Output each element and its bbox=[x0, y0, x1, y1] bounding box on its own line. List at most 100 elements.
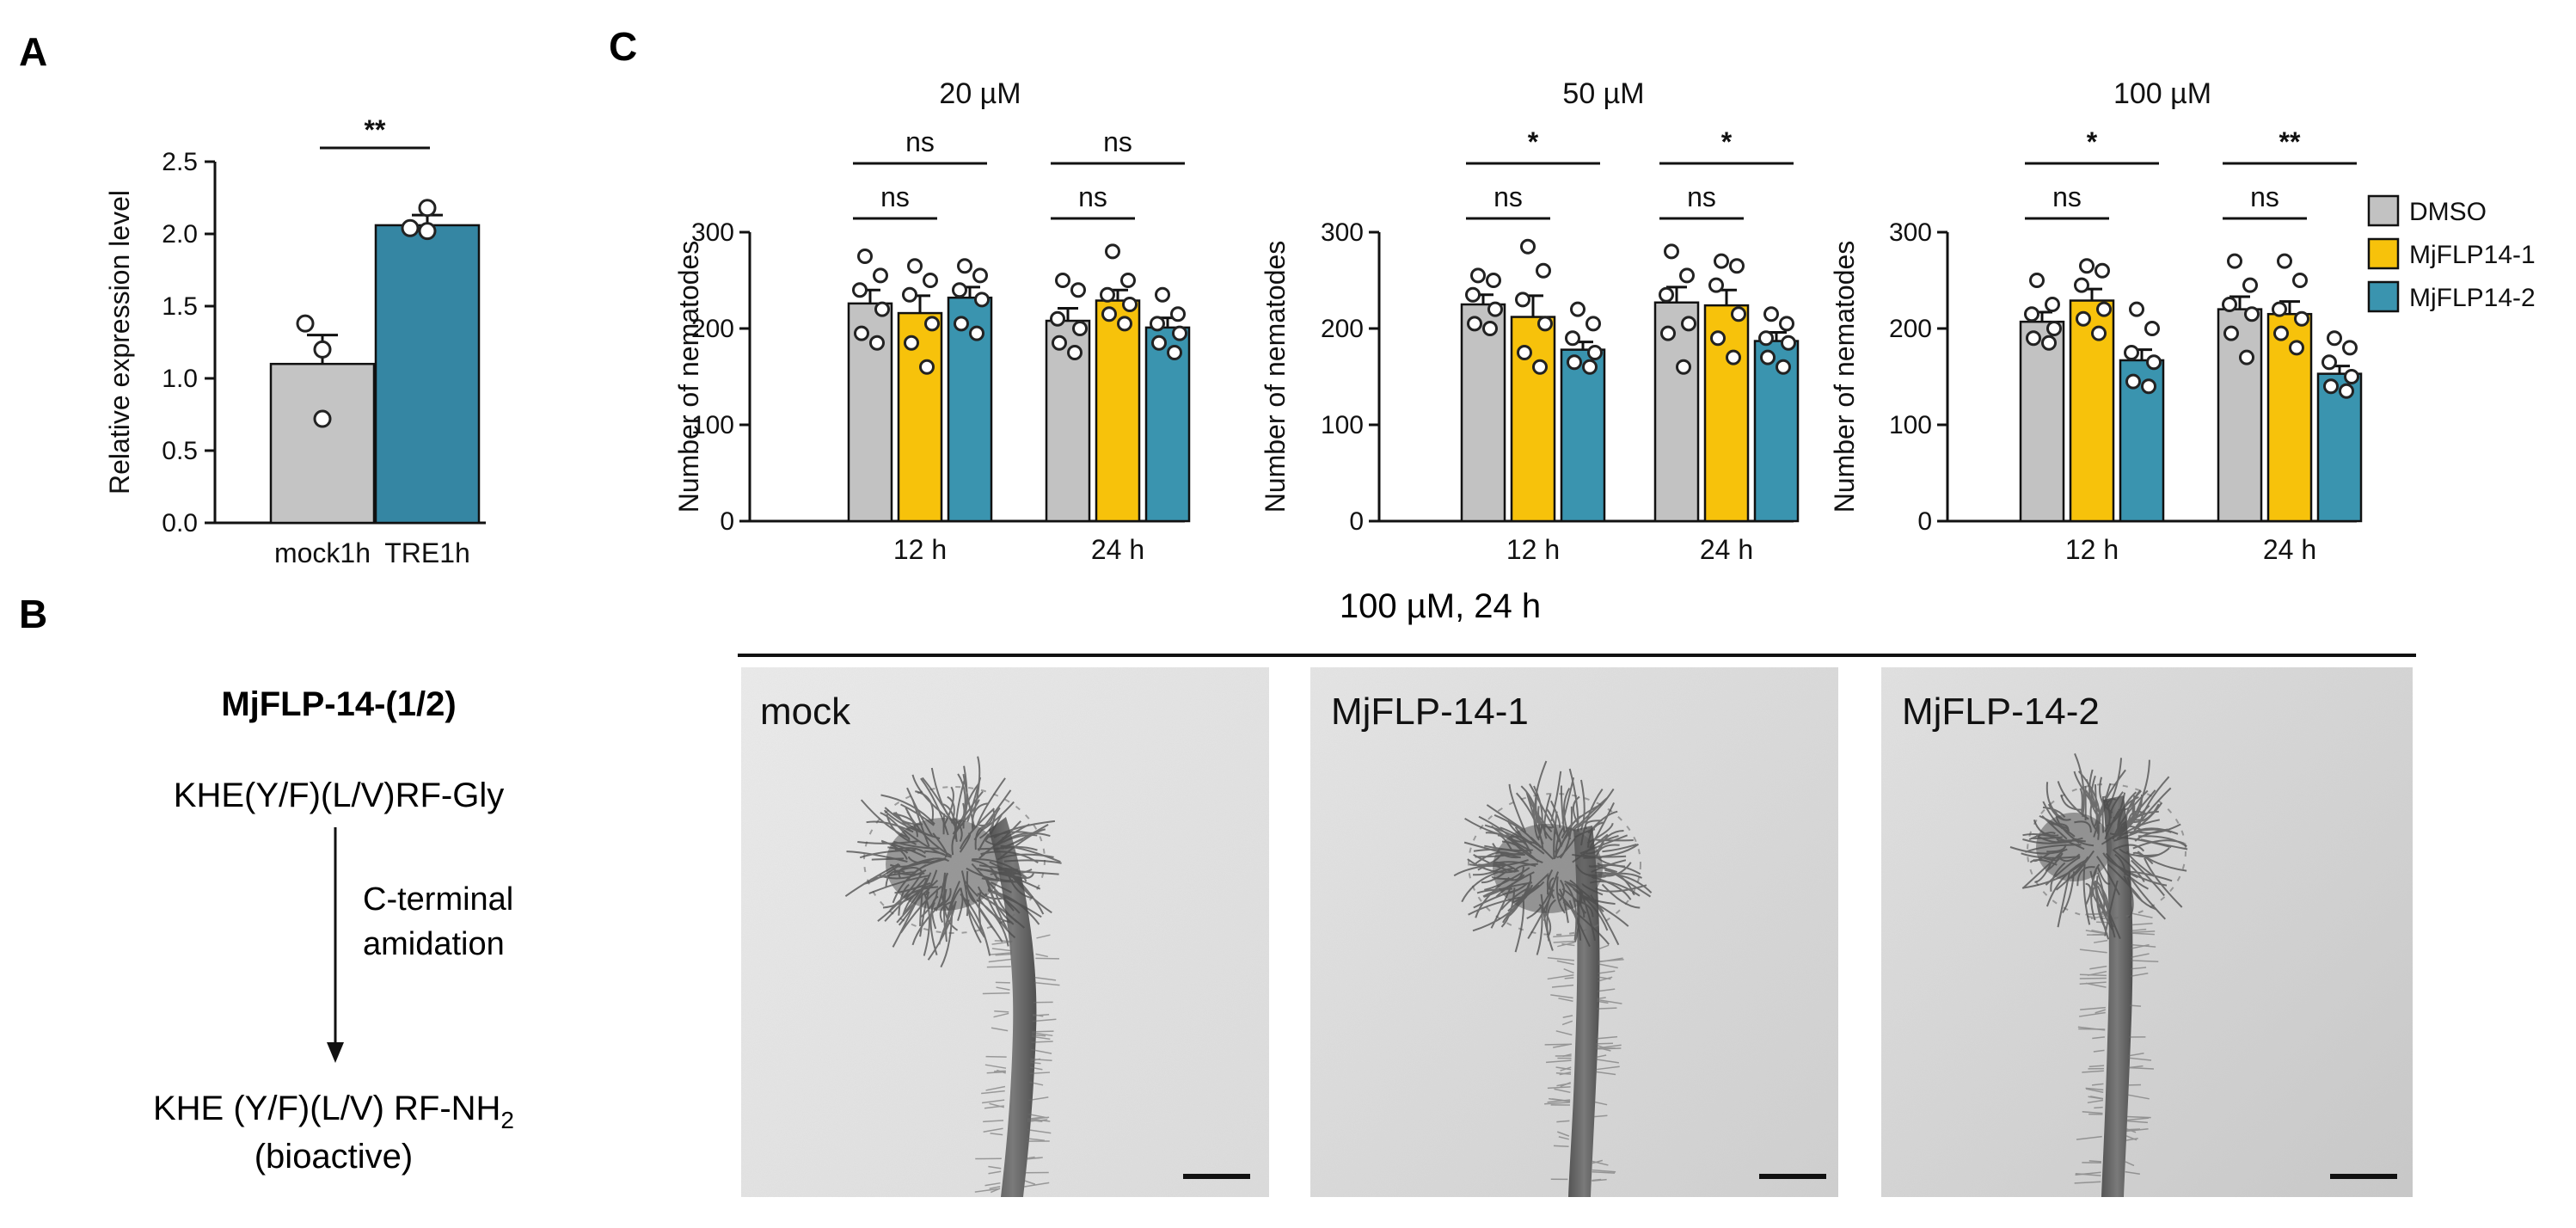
root-hair bbox=[1490, 882, 1514, 929]
y-tick-label: 0.0 bbox=[162, 509, 198, 537]
y-tick-label: 0 bbox=[720, 507, 734, 536]
root-side-hairs bbox=[2074, 912, 2159, 1184]
root-side-hair bbox=[2078, 1011, 2106, 1017]
root-hair bbox=[1520, 785, 1541, 836]
root-hair bbox=[1585, 896, 1629, 927]
y-tick-label: 300 bbox=[1889, 218, 1932, 247]
root-hair bbox=[1595, 871, 1653, 893]
root-hair bbox=[1525, 791, 1544, 845]
y-tick-label: 1.0 bbox=[162, 365, 198, 393]
root-hair bbox=[2106, 803, 2127, 827]
root-hair bbox=[899, 885, 942, 934]
data-point bbox=[1117, 316, 1132, 332]
root-hair bbox=[1000, 844, 1061, 863]
root-side-hair bbox=[991, 948, 1012, 952]
root-hair bbox=[1589, 801, 1615, 849]
root-hair bbox=[971, 863, 1015, 912]
root-side-hair bbox=[995, 981, 1010, 984]
bar bbox=[269, 362, 376, 525]
root-side-hair bbox=[2088, 1065, 2105, 1068]
data-point bbox=[1120, 273, 1136, 288]
root-side-hair bbox=[2087, 1099, 2104, 1104]
root-side-hair bbox=[985, 1085, 1006, 1091]
root-side-hair bbox=[2085, 1087, 2104, 1091]
root-side-hair bbox=[988, 1165, 1002, 1170]
root-side-hair bbox=[991, 1027, 1009, 1032]
data-point bbox=[1726, 349, 1741, 365]
root-side-hair bbox=[989, 1102, 1004, 1108]
root-hair bbox=[2119, 819, 2144, 828]
root-side-hair bbox=[2079, 949, 2107, 954]
data-point bbox=[2289, 340, 2304, 356]
root-hair bbox=[2042, 806, 2066, 818]
data-point bbox=[1070, 282, 1086, 298]
root-hair bbox=[977, 893, 1026, 929]
root-hair bbox=[2140, 838, 2188, 850]
root-hair bbox=[992, 870, 1014, 882]
root-hair bbox=[2074, 820, 2092, 833]
root-hair bbox=[2113, 828, 2144, 842]
root-hair bbox=[2113, 844, 2145, 852]
root-side-hair bbox=[2125, 1170, 2140, 1175]
data-point bbox=[1714, 253, 1729, 269]
reaction-arrow-head bbox=[327, 1042, 344, 1063]
root-hair bbox=[2093, 783, 2112, 838]
root-mock bbox=[989, 817, 1037, 1197]
root-side-hair bbox=[2131, 930, 2156, 934]
root-side-hair bbox=[1553, 934, 1575, 938]
root-hair bbox=[1476, 887, 1513, 894]
data-point bbox=[2342, 340, 2358, 356]
root-hair bbox=[962, 782, 980, 829]
x-tick-label: 24 h bbox=[1091, 534, 1144, 565]
root-hair bbox=[2028, 832, 2056, 841]
root-hair bbox=[886, 814, 917, 845]
data-point bbox=[1486, 273, 1501, 288]
root-side-hair bbox=[1029, 1071, 1051, 1075]
root-hair bbox=[1520, 839, 1542, 849]
root-side-hair bbox=[2080, 1006, 2106, 1010]
root-hair bbox=[1579, 834, 1628, 855]
root-side-hair bbox=[1034, 976, 1057, 981]
precursor-sequence: KHE(Y/F)(L/V)RF-Gly bbox=[174, 777, 504, 814]
root-hair bbox=[884, 877, 927, 922]
root-hair bbox=[2132, 851, 2154, 865]
root-side-hair bbox=[991, 941, 1013, 945]
root-hair bbox=[2121, 812, 2137, 832]
root-hair bbox=[1558, 888, 1569, 924]
y-axis-label: Number of nematodes bbox=[673, 241, 704, 513]
root-side-hair bbox=[2131, 953, 2150, 958]
root-hair bbox=[984, 893, 1016, 939]
root-hair bbox=[1553, 811, 1558, 860]
root-side-hair bbox=[1028, 1096, 1049, 1102]
root-hair bbox=[1541, 820, 1553, 841]
root-hair bbox=[2090, 869, 2097, 921]
data-point bbox=[2095, 262, 2110, 279]
root-hair bbox=[871, 857, 905, 861]
root-hair bbox=[1585, 820, 1603, 830]
root-hair bbox=[939, 900, 953, 924]
root-side-hair bbox=[2093, 939, 2108, 943]
root-hair bbox=[1536, 905, 1543, 955]
root-hair bbox=[978, 823, 1030, 860]
root-side-hair bbox=[1596, 1042, 1613, 1045]
root-hair bbox=[960, 870, 969, 917]
root-hair bbox=[1007, 869, 1045, 915]
root-hair bbox=[880, 812, 911, 841]
root-side-hair bbox=[988, 1170, 1002, 1175]
root-hair bbox=[2103, 795, 2111, 832]
root-side-hair bbox=[1561, 1020, 1573, 1026]
root-side-hair bbox=[985, 1055, 1007, 1058]
data-point bbox=[1105, 243, 1120, 260]
root-side-hair bbox=[2090, 1096, 2104, 1100]
legend-swatch-mjflp14-1 bbox=[2367, 237, 2400, 270]
root-side-hair bbox=[993, 1012, 1009, 1018]
root-hair bbox=[1589, 881, 1641, 897]
root-hair bbox=[997, 853, 1054, 861]
root-side-hair bbox=[1546, 1059, 1572, 1064]
legend-label-mjflp14-1: MjFLP14-1 bbox=[2409, 241, 2536, 269]
root-side-hair bbox=[2130, 973, 2149, 977]
data-point bbox=[1515, 292, 1530, 308]
root-hair bbox=[1472, 863, 1507, 876]
root-hair bbox=[1595, 884, 1647, 893]
data-point bbox=[1170, 306, 1186, 322]
